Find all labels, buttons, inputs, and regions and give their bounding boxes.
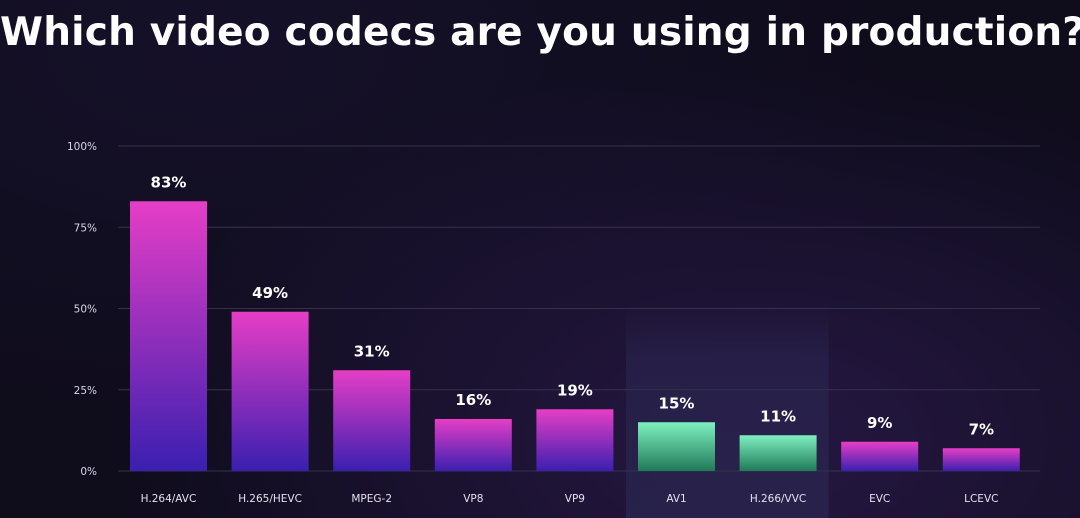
- data-label: 9%: [867, 414, 892, 432]
- bars: [130, 201, 1020, 471]
- y-axis: 0% 25% 50% 75% 100%: [67, 141, 97, 478]
- bar-h-264-avc: [130, 201, 207, 471]
- chart-title: Which video codecs are you using in prod…: [0, 10, 1080, 55]
- data-label: 49%: [252, 284, 288, 302]
- bar-evc: [841, 441, 919, 471]
- highlight-band-layer: [626, 305, 829, 518]
- y-tick-label: 25%: [74, 385, 97, 397]
- data-label: 83%: [151, 173, 187, 191]
- bar-h-266-vvc: [739, 435, 817, 471]
- x-tick-label: H.266/VVC: [750, 493, 806, 505]
- x-tick-label: MPEG-2: [351, 493, 392, 505]
- y-tick-label: 100%: [67, 141, 97, 153]
- x-tick-label: VP8: [463, 493, 483, 505]
- data-label: 31%: [354, 342, 390, 360]
- y-tick-label: 50%: [74, 304, 97, 316]
- x-tick-label: H.264/AVC: [141, 493, 197, 505]
- data-label: 19%: [557, 381, 593, 399]
- x-tick-label: EVC: [869, 493, 890, 505]
- data-label: 7%: [969, 420, 994, 438]
- highlight-band: [626, 305, 829, 518]
- y-tick-label: 75%: [74, 222, 97, 234]
- data-label: 11%: [760, 407, 796, 425]
- x-tick-label: LCEVC: [964, 493, 998, 505]
- data-labels: 83% 49% 31% 16% 19% 15% 11% 9% 7%: [151, 173, 994, 438]
- y-tick-label: 0%: [80, 466, 97, 478]
- bar-vp8: [434, 419, 512, 471]
- bar-lcevc: [942, 448, 1020, 471]
- x-tick-label: AV1: [666, 493, 686, 505]
- x-axis: H.264/AVC H.265/HEVC MPEG-2 VP8 VP9 AV1 H.266/…: [141, 493, 999, 505]
- bar-vp9: [536, 409, 614, 471]
- bar-h-265-hevc: [231, 311, 309, 471]
- data-label: 15%: [659, 394, 695, 412]
- x-tick-label: VP9: [565, 493, 585, 505]
- data-label: 16%: [455, 391, 491, 409]
- bar-av1: [638, 422, 715, 471]
- bar-mpeg-2: [333, 370, 411, 471]
- x-tick-label: H.265/HEVC: [238, 493, 302, 505]
